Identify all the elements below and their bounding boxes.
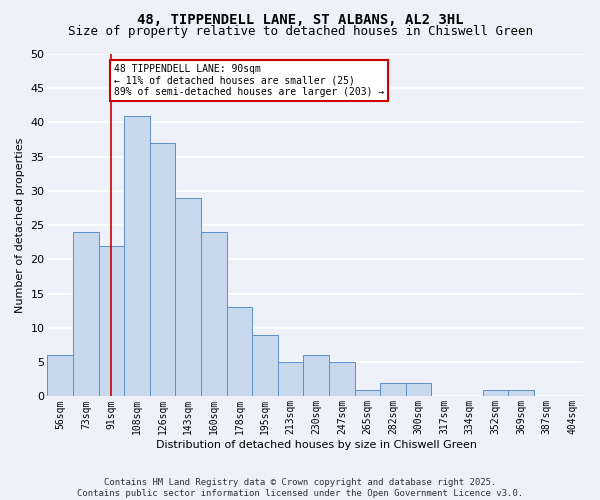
Bar — [175, 198, 201, 396]
Bar — [98, 246, 124, 396]
Bar — [482, 390, 508, 396]
Bar — [406, 382, 431, 396]
Bar — [124, 116, 150, 396]
Bar — [304, 356, 329, 397]
Text: Size of property relative to detached houses in Chiswell Green: Size of property relative to detached ho… — [67, 25, 533, 38]
Y-axis label: Number of detached properties: Number of detached properties — [15, 138, 25, 313]
Bar — [380, 382, 406, 396]
Bar — [201, 232, 227, 396]
Text: Contains HM Land Registry data © Crown copyright and database right 2025.
Contai: Contains HM Land Registry data © Crown c… — [77, 478, 523, 498]
Bar — [355, 390, 380, 396]
Bar — [73, 232, 98, 396]
Bar — [329, 362, 355, 396]
Bar — [252, 335, 278, 396]
Bar — [227, 308, 252, 396]
Bar — [278, 362, 304, 396]
Bar — [508, 390, 534, 396]
Bar — [47, 356, 73, 397]
Text: 48, TIPPENDELL LANE, ST ALBANS, AL2 3HL: 48, TIPPENDELL LANE, ST ALBANS, AL2 3HL — [137, 12, 463, 26]
Text: 48 TIPPENDELL LANE: 90sqm
← 11% of detached houses are smaller (25)
89% of semi-: 48 TIPPENDELL LANE: 90sqm ← 11% of detac… — [114, 64, 384, 98]
Bar — [150, 143, 175, 397]
X-axis label: Distribution of detached houses by size in Chiswell Green: Distribution of detached houses by size … — [156, 440, 477, 450]
